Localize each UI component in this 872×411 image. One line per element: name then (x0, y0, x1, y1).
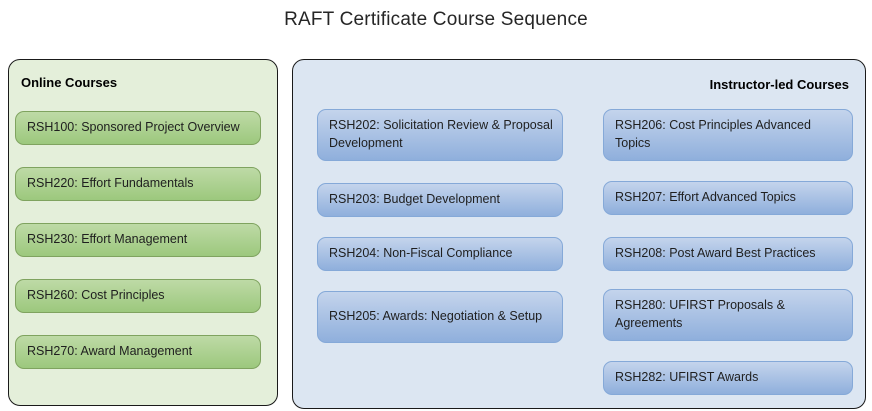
course-box-rsh204: RSH204: Non-Fiscal Compliance (317, 237, 563, 271)
course-box-rsh206: RSH206: Cost Principles Advanced Topics (603, 109, 853, 161)
course-label: RSH280: UFIRST Proposals & Agreements (615, 298, 785, 330)
diagram-title: RAFT Certificate Course Sequence (284, 9, 588, 30)
course-label: RSH282: UFIRST Awards (615, 370, 759, 385)
course-box-rsh280: RSH280: UFIRST Proposals & Agreements (603, 289, 853, 341)
online-courses-label: Online Courses (21, 75, 118, 90)
instructor-led-courses-panel: Instructor-led Courses RSH202: Solicitat… (292, 59, 866, 409)
course-box-rsh220: RSH220: Effort Fundamentals (15, 167, 261, 201)
course-label: RSH204: Non-Fiscal Compliance (329, 246, 513, 261)
course-label: RSH206: Cost Principles Advanced Topics (615, 118, 811, 150)
course-box-rsh203: RSH203: Budget Development (317, 183, 563, 217)
course-label: RSH260: Cost Principles (27, 288, 165, 303)
online-courses-panel: Online Courses RSH100: Sponsored Project… (8, 59, 278, 406)
course-label: RSH270: Award Management (27, 344, 193, 359)
course-box-rsh270: RSH270: Award Management (15, 335, 261, 369)
course-label: RSH220: Effort Fundamentals (27, 176, 194, 191)
course-label: RSH205: Awards: Negotiation & Setup (329, 309, 543, 324)
course-label: RSH230: Effort Management (27, 232, 188, 247)
course-label: RSH208: Post Award Best Practices (615, 246, 816, 261)
course-box-rsh230: RSH230: Effort Management (15, 223, 261, 257)
course-box-rsh100: RSH100: Sponsored Project Overview (15, 111, 261, 145)
course-label: RSH202: Solicitation Review & Proposal D… (329, 118, 553, 150)
course-label: RSH100: Sponsored Project Overview (27, 120, 240, 135)
course-box-rsh205: RSH205: Awards: Negotiation & Setup (317, 291, 563, 343)
course-box-rsh207: RSH207: Effort Advanced Topics (603, 181, 853, 215)
course-label: RSH207: Effort Advanced Topics (615, 190, 796, 205)
course-label: RSH203: Budget Development (329, 192, 500, 207)
course-box-rsh208: RSH208: Post Award Best Practices (603, 237, 853, 271)
course-box-rsh260: RSH260: Cost Principles (15, 279, 261, 313)
instructor-led-courses-label: Instructor-led Courses (709, 77, 849, 92)
course-box-rsh202: RSH202: Solicitation Review & Proposal D… (317, 109, 563, 161)
course-box-rsh282: RSH282: UFIRST Awards (603, 361, 853, 395)
